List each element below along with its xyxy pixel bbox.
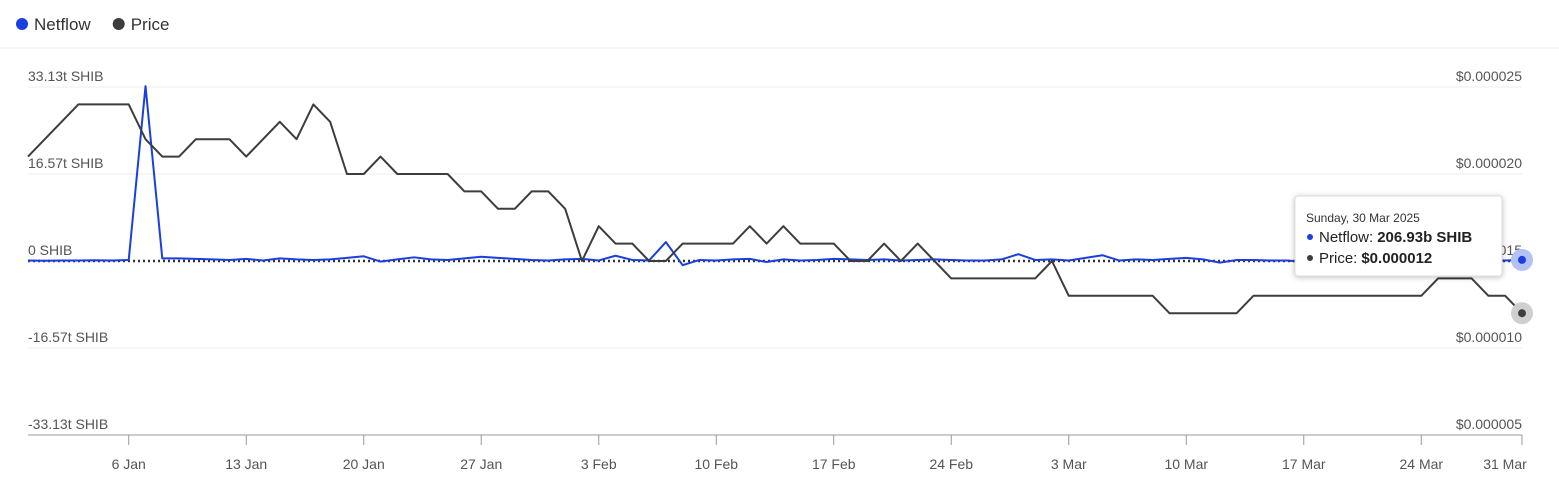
y2-tick-label: $0.000010 <box>1456 329 1522 345</box>
hover-dot <box>1518 309 1526 318</box>
x-tick-label: 10 Feb <box>694 456 738 472</box>
y2-tick-label: $0.000020 <box>1456 155 1522 171</box>
legend: Netflow Price <box>16 15 169 34</box>
tooltip: Sunday, 30 Mar 2025 Netflow: 206.93b SHIB P… <box>1294 195 1503 277</box>
x-tick-label: 17 Mar <box>1282 456 1326 472</box>
hover-dot <box>1518 255 1526 264</box>
y-tick-label: 16.57t SHIB <box>28 155 104 171</box>
x-tick-label: 24 Mar <box>1399 456 1443 472</box>
tooltip-label: Price: <box>1319 250 1357 267</box>
tooltip-marker <box>1307 255 1313 261</box>
y2-tick-label: $0.000025 <box>1456 68 1522 84</box>
x-tick-label: 10 Mar <box>1164 456 1208 472</box>
legend-marker <box>112 18 125 30</box>
tooltip-title: Sunday, 30 Mar 2025 <box>1306 211 1420 225</box>
tooltip-value: 206.93b SHIB <box>1377 229 1472 246</box>
y2-tick-label: $0.000005 <box>1456 416 1522 432</box>
x-tick-label: 13 Jan <box>225 456 267 472</box>
x-tick-label: 6 Jan <box>112 456 146 472</box>
tooltip-value: $0.000012 <box>1361 250 1432 267</box>
y-tick-label: -16.57t SHIB <box>28 329 108 345</box>
x-tick-label: 24 Feb <box>929 456 973 472</box>
y-tick-label: -33.13t SHIB <box>28 416 108 432</box>
series-line <box>27 103 1523 315</box>
x-tick-label: 3 Mar <box>1051 456 1087 472</box>
x-tick-label: 20 Jan <box>343 456 385 472</box>
x-tick-label: 17 Feb <box>812 456 856 472</box>
tooltip-label: Netflow: <box>1319 229 1373 246</box>
plot <box>27 85 1533 325</box>
x-tick-label: 3 Feb <box>581 456 617 472</box>
legend-label[interactable]: Price <box>131 15 170 34</box>
legend-label[interactable]: Netflow <box>34 15 91 34</box>
tooltip-marker <box>1307 234 1313 240</box>
y-tick-label: 0 SHIB <box>28 242 72 258</box>
series-line <box>27 85 1523 267</box>
legend-marker <box>16 18 28 30</box>
y-tick-label: 33.13t SHIB <box>28 68 104 84</box>
x-tick-label: 31 Mar <box>1483 456 1527 472</box>
x-tick-label: 27 Jan <box>460 456 502 472</box>
tooltip-box <box>1294 195 1503 277</box>
